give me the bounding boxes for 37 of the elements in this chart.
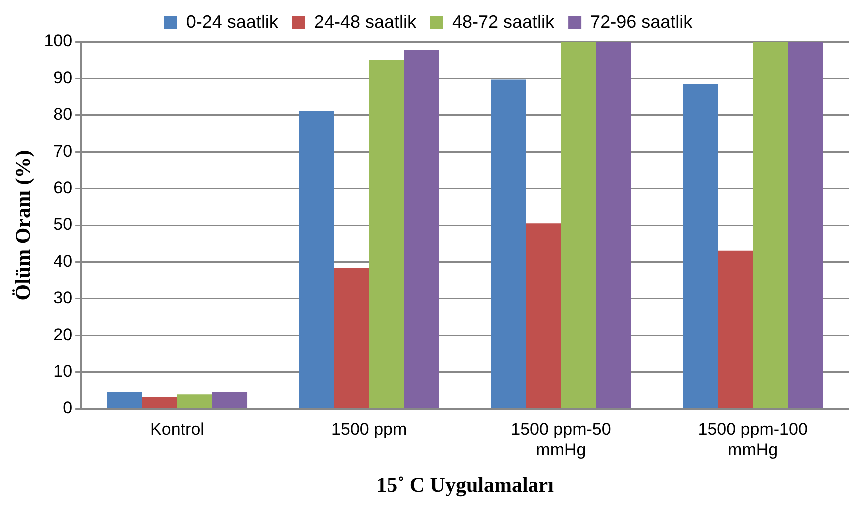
bar	[788, 42, 824, 408]
bar	[561, 42, 596, 408]
bar	[369, 60, 404, 408]
bar	[142, 397, 178, 408]
y-tick-label: 40	[54, 252, 73, 271]
bar	[404, 50, 440, 408]
legend-label: 24-48 saatlik	[314, 12, 418, 32]
bar	[177, 394, 213, 408]
y-tick-label: 90	[54, 68, 73, 88]
legend-label: 72-96 saatlik	[590, 12, 694, 32]
bar	[212, 392, 248, 408]
y-tick-label: 60	[54, 178, 73, 198]
bar	[753, 42, 788, 408]
y-tick-label: 50	[54, 215, 73, 234]
bar	[683, 84, 718, 408]
x-tick-label: 1500 ppm-50 mmHg	[511, 420, 612, 460]
bar	[596, 42, 632, 408]
bar	[491, 80, 526, 408]
bar	[526, 224, 562, 408]
legend-label: 48-72 saatlik	[452, 12, 556, 32]
bar	[334, 268, 370, 408]
y-tick-label: 70	[54, 142, 73, 161]
bar	[299, 111, 334, 408]
bar	[107, 392, 142, 408]
y-tick-label: 30	[54, 288, 73, 308]
legend-label: 0-24 saatlik	[186, 12, 280, 32]
bar	[718, 250, 754, 408]
y-axis-title: Ölüm Oranı (%)	[11, 150, 36, 301]
y-tick-label: 0	[63, 398, 73, 418]
y-tick-label: 10	[54, 362, 73, 381]
x-tick-label: 1500 ppm	[332, 420, 408, 439]
x-tick-label: Kontrol	[150, 420, 204, 439]
x-tick-label: 1500 ppm-100 mmHg	[698, 420, 808, 460]
y-tick-label: 100	[44, 32, 73, 51]
y-tick-label: 80	[54, 105, 73, 124]
y-tick-label: 20	[54, 325, 73, 344]
x-axis-title: 15˚ C Uygulamaları	[376, 472, 554, 497]
